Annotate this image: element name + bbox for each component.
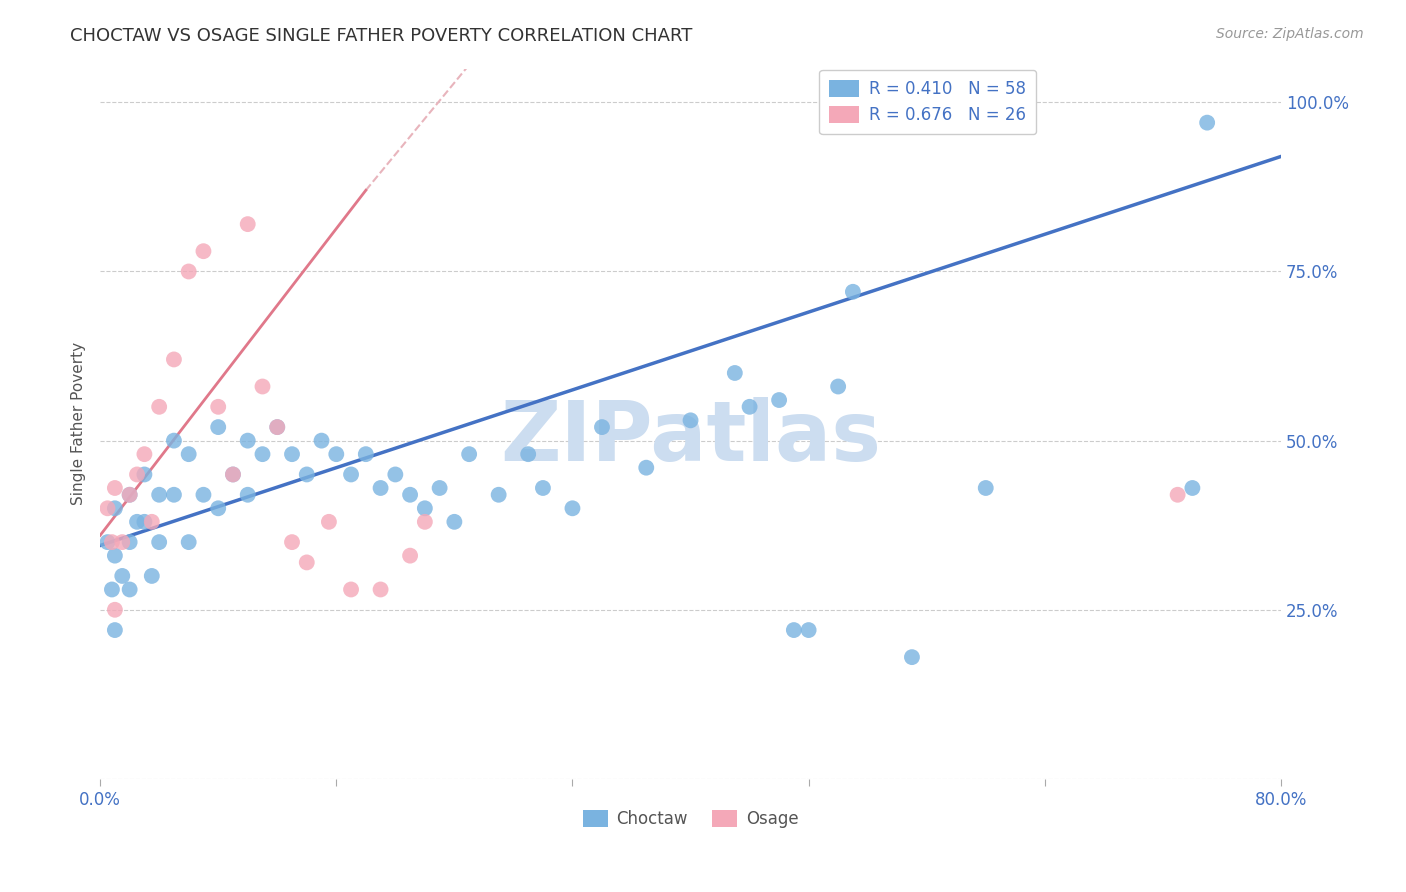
Point <box>148 488 170 502</box>
Point <box>266 420 288 434</box>
Point <box>104 481 127 495</box>
Point <box>177 447 200 461</box>
Point <box>340 582 363 597</box>
Point <box>783 623 806 637</box>
Point <box>399 549 422 563</box>
Point <box>141 515 163 529</box>
Point <box>163 352 186 367</box>
Text: ZIPatlas: ZIPatlas <box>501 398 882 478</box>
Point <box>163 434 186 448</box>
Point <box>1181 481 1204 495</box>
Point <box>148 400 170 414</box>
Point <box>222 467 245 482</box>
Point <box>318 515 340 529</box>
Point <box>399 488 422 502</box>
Point <box>354 447 377 461</box>
Point <box>118 488 141 502</box>
Point <box>797 623 820 637</box>
Point <box>236 488 259 502</box>
Point <box>252 447 274 461</box>
Point <box>636 460 658 475</box>
Point <box>101 535 124 549</box>
Point <box>207 400 229 414</box>
Point <box>101 582 124 597</box>
Point <box>125 467 148 482</box>
Point <box>104 549 127 563</box>
Point <box>111 535 134 549</box>
Point <box>370 582 392 597</box>
Text: Source: ZipAtlas.com: Source: ZipAtlas.com <box>1216 27 1364 41</box>
Point <box>340 467 363 482</box>
Point <box>236 434 259 448</box>
Point <box>104 603 127 617</box>
Legend: Choctaw, Osage: Choctaw, Osage <box>576 803 806 835</box>
Point <box>96 535 118 549</box>
Point <box>252 379 274 393</box>
Point <box>207 420 229 434</box>
Point <box>443 515 465 529</box>
Point <box>591 420 613 434</box>
Point <box>207 501 229 516</box>
Point <box>738 400 761 414</box>
Point <box>724 366 747 380</box>
Point <box>236 217 259 231</box>
Point <box>458 447 481 461</box>
Point <box>148 535 170 549</box>
Point <box>1167 488 1189 502</box>
Point <box>118 535 141 549</box>
Point <box>413 501 436 516</box>
Point <box>177 535 200 549</box>
Point <box>177 264 200 278</box>
Point <box>266 420 288 434</box>
Point <box>531 481 554 495</box>
Point <box>222 467 245 482</box>
Point <box>842 285 865 299</box>
Point <box>370 481 392 495</box>
Point <box>488 488 510 502</box>
Point <box>974 481 997 495</box>
Point <box>118 488 141 502</box>
Point <box>561 501 583 516</box>
Point <box>295 556 318 570</box>
Point <box>134 467 156 482</box>
Point <box>118 582 141 597</box>
Point <box>768 392 790 407</box>
Text: CHOCTAW VS OSAGE SINGLE FATHER POVERTY CORRELATION CHART: CHOCTAW VS OSAGE SINGLE FATHER POVERTY C… <box>70 27 693 45</box>
Point <box>193 244 215 259</box>
Point <box>104 623 127 637</box>
Point <box>384 467 406 482</box>
Point <box>134 447 156 461</box>
Point <box>111 569 134 583</box>
Point <box>281 447 304 461</box>
Y-axis label: Single Father Poverty: Single Father Poverty <box>72 343 86 505</box>
Point <box>295 467 318 482</box>
Point <box>125 515 148 529</box>
Point <box>193 488 215 502</box>
Point <box>96 501 118 516</box>
Point <box>517 447 540 461</box>
Point <box>429 481 451 495</box>
Point <box>141 569 163 583</box>
Point <box>104 501 127 516</box>
Point <box>1197 115 1219 129</box>
Point <box>163 488 186 502</box>
Point <box>413 515 436 529</box>
Point <box>679 413 702 427</box>
Point <box>281 535 304 549</box>
Point <box>901 650 924 665</box>
Point <box>827 379 849 393</box>
Point <box>325 447 347 461</box>
Point <box>134 515 156 529</box>
Point <box>311 434 333 448</box>
